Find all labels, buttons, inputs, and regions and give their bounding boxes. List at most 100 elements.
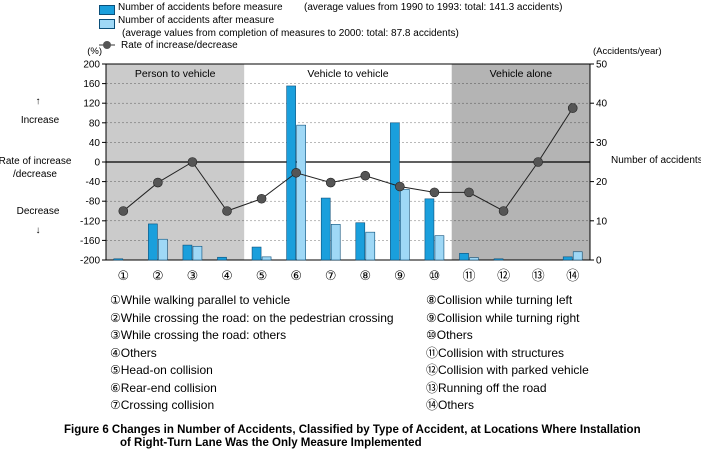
right-tick-label: 20	[596, 177, 608, 188]
decrease-label: Decrease	[17, 206, 60, 217]
category-label-3: ③	[187, 268, 199, 283]
bar-after-14	[572, 251, 583, 261]
category-desc-13: ⑬Running off the road	[426, 380, 547, 395]
rate-point-6	[291, 167, 301, 178]
right-tick-label: 40	[596, 99, 608, 110]
left-tick-label: -80	[86, 197, 101, 208]
right-tick-label: 0	[596, 256, 602, 267]
bar-before-7	[320, 197, 331, 261]
bar-before-3	[182, 244, 193, 261]
left-tick-label: 160	[83, 79, 100, 90]
bar-after-3	[192, 245, 203, 261]
category-label-4: ④	[221, 268, 233, 283]
category-list-left: ①While walking parallel to vehicle ②Whil…	[110, 292, 394, 415]
category-desc-8: ⑧Collision while turning left	[426, 293, 573, 307]
bar-after-6	[296, 124, 306, 261]
bar-before-4	[217, 256, 227, 261]
category-label-8: ⑧	[359, 268, 371, 283]
category-desc-11: ⑪Collision with structures	[426, 345, 565, 360]
left-tick-label: 200	[83, 60, 100, 71]
legend-before-swatch	[99, 5, 115, 15]
bar-before-11	[459, 253, 469, 261]
arrow-down: ↓	[36, 225, 41, 236]
right-tick-label: 30	[596, 138, 608, 149]
legend-after-label: Number of accidents after measure	[118, 15, 275, 26]
category-label-6: ⑥	[290, 268, 302, 283]
category-desc-3: ③While crossing the road: others	[110, 328, 287, 342]
left-tick-label: -40	[86, 177, 101, 188]
bar-after-7	[330, 224, 341, 261]
category-label-9: ⑨	[394, 268, 406, 283]
rate-point-5	[256, 193, 267, 204]
caption-line-2: of Right-Turn Lane Was the Only Measure …	[120, 437, 422, 449]
bar-before-10	[424, 198, 435, 261]
rate-point-2	[153, 177, 163, 188]
bar-before-5	[251, 246, 262, 261]
category-label-7: ⑦	[325, 268, 337, 283]
rate-point-13	[533, 157, 543, 167]
legend-before-note: (average values from 1990 to 1993: total…	[304, 2, 563, 13]
category-desc-1: ①While walking parallel to vehicle	[110, 293, 291, 307]
left-tick-label: 120	[83, 99, 100, 110]
category-desc-9: ⑨Collision while turning right	[426, 310, 580, 325]
category-desc-10: ⑩Others	[426, 328, 473, 342]
bar-before-14	[562, 256, 573, 261]
category-desc-6: ⑥Rear-end collision	[110, 380, 217, 395]
legend-rate-marker	[99, 41, 115, 49]
bar-after-11	[469, 257, 479, 261]
left-tick-label: -200	[80, 256, 100, 267]
rate-label-line-2: /decrease	[13, 169, 57, 180]
rate-point-14	[567, 103, 578, 113]
category-desc-4: ④Others	[110, 345, 157, 360]
legend-before-label: Number of accidents before measure	[118, 2, 283, 13]
left-tick-label: -120	[80, 216, 100, 227]
category-desc-12: ⑫Collision with parked vehicle	[426, 363, 589, 377]
category-label-5: ⑤	[256, 268, 268, 283]
category-desc-14: ⑭Others	[426, 398, 475, 412]
bar-before-1	[113, 258, 124, 261]
region-label-3: Vehicle alone	[490, 68, 553, 80]
rate-point-7	[325, 177, 336, 188]
category-label-14: ⑭	[566, 268, 579, 283]
rate-point-10	[429, 187, 440, 198]
rate-point-12	[498, 206, 509, 216]
category-label-10: ⑩	[429, 268, 441, 283]
left-tick-label: 40	[89, 138, 101, 149]
figure-caption: Figure 6 Changes in Number of Accidents,…	[64, 424, 641, 450]
category-list-right: ⑧Collision while turning left ⑨Collision…	[426, 292, 589, 415]
bar-after-10	[434, 235, 445, 261]
right-tick-label: 50	[596, 60, 608, 71]
region-label-2: Vehicle to vehicle	[307, 68, 388, 80]
right-axis-unit: (Accidents/year)	[593, 46, 662, 57]
category-label-1: ①	[117, 268, 129, 283]
rate-point-9	[395, 181, 405, 192]
bar-before-9	[390, 122, 400, 261]
left-axis-unit: (%)	[87, 46, 102, 57]
bar-before-8	[355, 222, 366, 261]
legend-after-note: (average values from completion of measu…	[122, 28, 459, 39]
caption-line-1: Figure 6 Changes in Number of Accidents,…	[64, 424, 641, 436]
rate-point-8	[360, 170, 371, 181]
rate-point-11	[464, 187, 474, 198]
right-tick-label: 10	[596, 216, 608, 227]
rate-point-3	[187, 157, 198, 167]
category-desc-5: ⑤Head-on collision	[110, 363, 213, 377]
arrow-up: ↑	[36, 96, 41, 107]
rate-line	[122, 107, 574, 212]
left-tick-label: 0	[94, 158, 100, 169]
bar-after-9	[400, 189, 410, 261]
increase-label: Increase	[21, 115, 60, 126]
bar-after-8	[365, 231, 376, 261]
bar-before-12	[493, 258, 504, 261]
rate-label-line-1: Rate of increase	[0, 156, 72, 167]
left-tick-label: 80	[89, 118, 101, 129]
category-label-12: ⑫	[497, 268, 510, 283]
category-label-11: ⑪	[462, 268, 475, 283]
rate-point-1	[118, 206, 129, 216]
category-label-2: ②	[152, 268, 164, 283]
bar-after-5	[261, 256, 272, 261]
region-label-1: Person to vehicle	[135, 68, 216, 80]
right-axis-label: Number of accidents	[611, 155, 701, 166]
legend-after-swatch	[99, 19, 115, 29]
